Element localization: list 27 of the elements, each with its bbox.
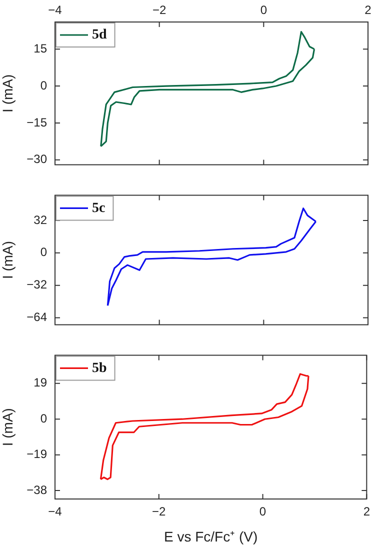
y-tick-label: −32: [26, 278, 48, 292]
legend-label: 5d: [92, 28, 107, 43]
y-tick-label: 32: [34, 212, 48, 227]
x-tick-label: −2: [152, 504, 166, 519]
y-tick-label: 19: [34, 376, 48, 390]
y-tick-label: −15: [26, 115, 48, 130]
y-tick-label: −19: [26, 447, 48, 462]
x2-tick-label: −2: [152, 3, 166, 18]
x2-tick-label: 0: [260, 3, 268, 18]
x2-tick-label: −4: [48, 3, 62, 18]
x-tick-label: 2: [363, 504, 370, 519]
y-tick-label: −64: [26, 310, 48, 324]
y-tick-label: 15: [34, 41, 48, 56]
y-axis-title: I (mA): [0, 240, 16, 280]
x-axis-title: E vs Fc/Fc⁺ (V): [164, 528, 258, 544]
y-axis-title: I (mA): [0, 408, 16, 446]
x-tick-label: −4: [48, 504, 62, 519]
legend-label: 5c: [92, 200, 106, 216]
y-axis-title: I (mA): [0, 74, 16, 112]
x2-tick-label: 2: [364, 3, 372, 18]
y-tick-label: 0: [40, 78, 48, 92]
y-tick-label: 0: [40, 411, 48, 426]
legend-label: 5b: [92, 360, 107, 376]
x-tick-label: 0: [259, 504, 266, 519]
y-tick-label: −30: [26, 152, 48, 166]
y-tick-label: 0: [40, 245, 48, 260]
y-tick-label: −38: [26, 482, 48, 497]
